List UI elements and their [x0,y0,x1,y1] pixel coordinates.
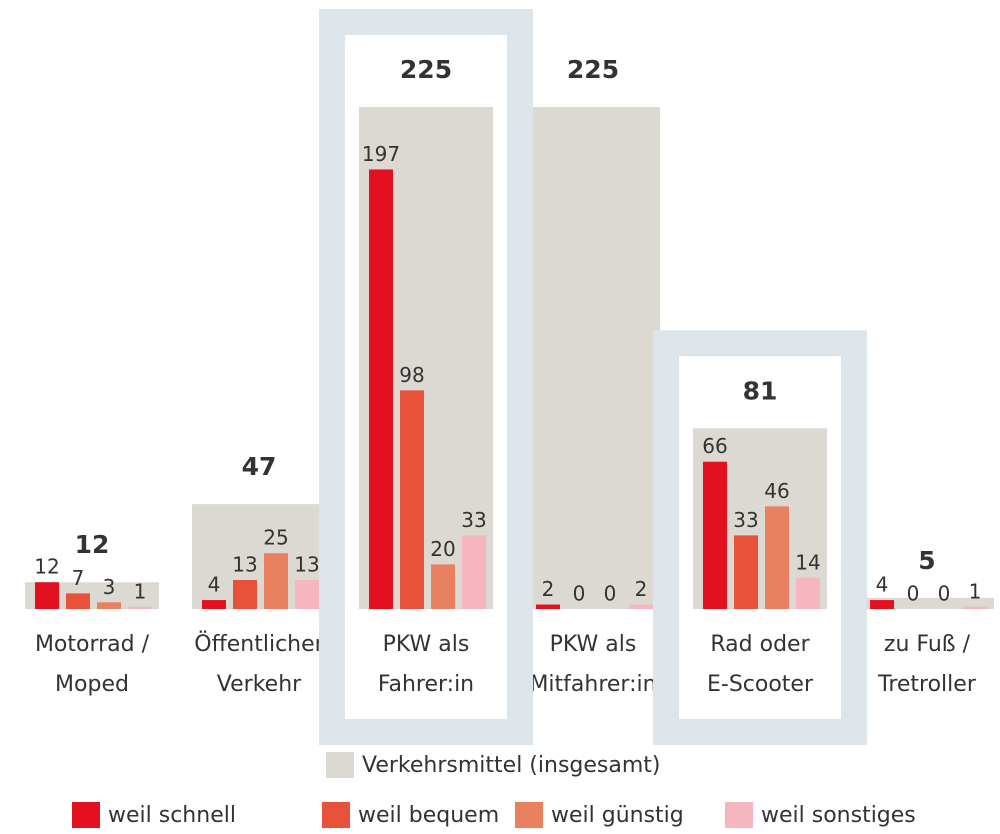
bar [963,606,987,609]
x-tick-label: Fahrer:in [378,672,474,697]
value-label: 13 [232,552,257,576]
value-label: 25 [263,526,288,550]
bar [629,604,653,609]
bar [796,577,820,609]
total-label: 47 [242,452,277,481]
value-label: 1 [134,579,147,603]
value-label: 0 [604,582,617,606]
value-label: 1 [969,579,982,603]
legend-swatch [322,802,350,828]
legend: Verkehrsmittel (insgesamt) weil schnell we… [72,752,916,828]
value-label: 197 [362,142,400,166]
x-tick-label: zu Fuß / [884,632,971,657]
legend-swatch [515,802,543,828]
x-tick-label: Rad oder [710,632,810,657]
x-tick-label: Öffentlicher [194,631,324,657]
total-label: 12 [75,530,110,559]
x-tick-label: Motorrad / [35,632,150,657]
value-label: 33 [733,508,758,532]
legend-swatch [725,802,753,828]
value-label: 20 [430,537,455,561]
bar [295,579,319,609]
bar [734,535,758,609]
value-label: 4 [208,573,221,597]
value-label: 0 [573,582,586,606]
total-bar [526,107,660,609]
value-label: 2 [635,577,648,601]
value-label: 7 [72,566,85,590]
bar [431,564,455,609]
x-tick-label: PKW als [550,632,637,657]
bar [264,553,288,609]
bar [202,600,226,609]
value-label: 12 [34,555,59,579]
bar [97,602,121,609]
x-tick-label: Verkehr [217,672,302,697]
total-label: 81 [743,376,778,405]
legend-label: weil günstig [551,803,684,828]
value-label: 33 [461,508,486,532]
x-tick-label: E-Scooter [707,672,814,697]
bar [35,582,59,609]
value-label: 13 [294,552,319,576]
value-label: 3 [103,575,116,599]
bar [400,390,424,609]
total-label: 225 [567,55,619,84]
value-label: 0 [938,582,951,606]
value-label: 66 [702,434,727,458]
value-label: 14 [795,550,820,574]
legend-label: weil schnell [108,803,236,828]
bar [128,606,152,609]
bar [369,169,393,609]
value-label: 2 [542,577,555,601]
x-tick-label: Mitfahrer:in [529,672,656,697]
value-label: 0 [907,582,920,606]
bar [765,506,789,609]
x-tick-label: PKW als [383,632,470,657]
bar [536,604,560,609]
x-tick-label: Tretroller [877,672,977,697]
total-label: 225 [400,55,452,84]
bar [703,461,727,609]
bar [870,600,894,609]
value-label: 46 [764,479,789,503]
value-label: 4 [876,573,889,597]
x-tick-label: Moped [55,672,129,697]
legend-label: Verkehrsmittel (insgesamt) [362,753,660,778]
bar [66,593,90,609]
total-bar [860,597,994,609]
legend-swatch [72,802,100,828]
legend-label: weil sonstiges [761,803,916,828]
legend-label: weil bequem [358,803,499,828]
bar [462,535,486,609]
value-label: 98 [399,363,424,387]
legend-swatch [326,752,354,778]
bar [233,579,257,609]
total-label: 5 [918,546,935,575]
